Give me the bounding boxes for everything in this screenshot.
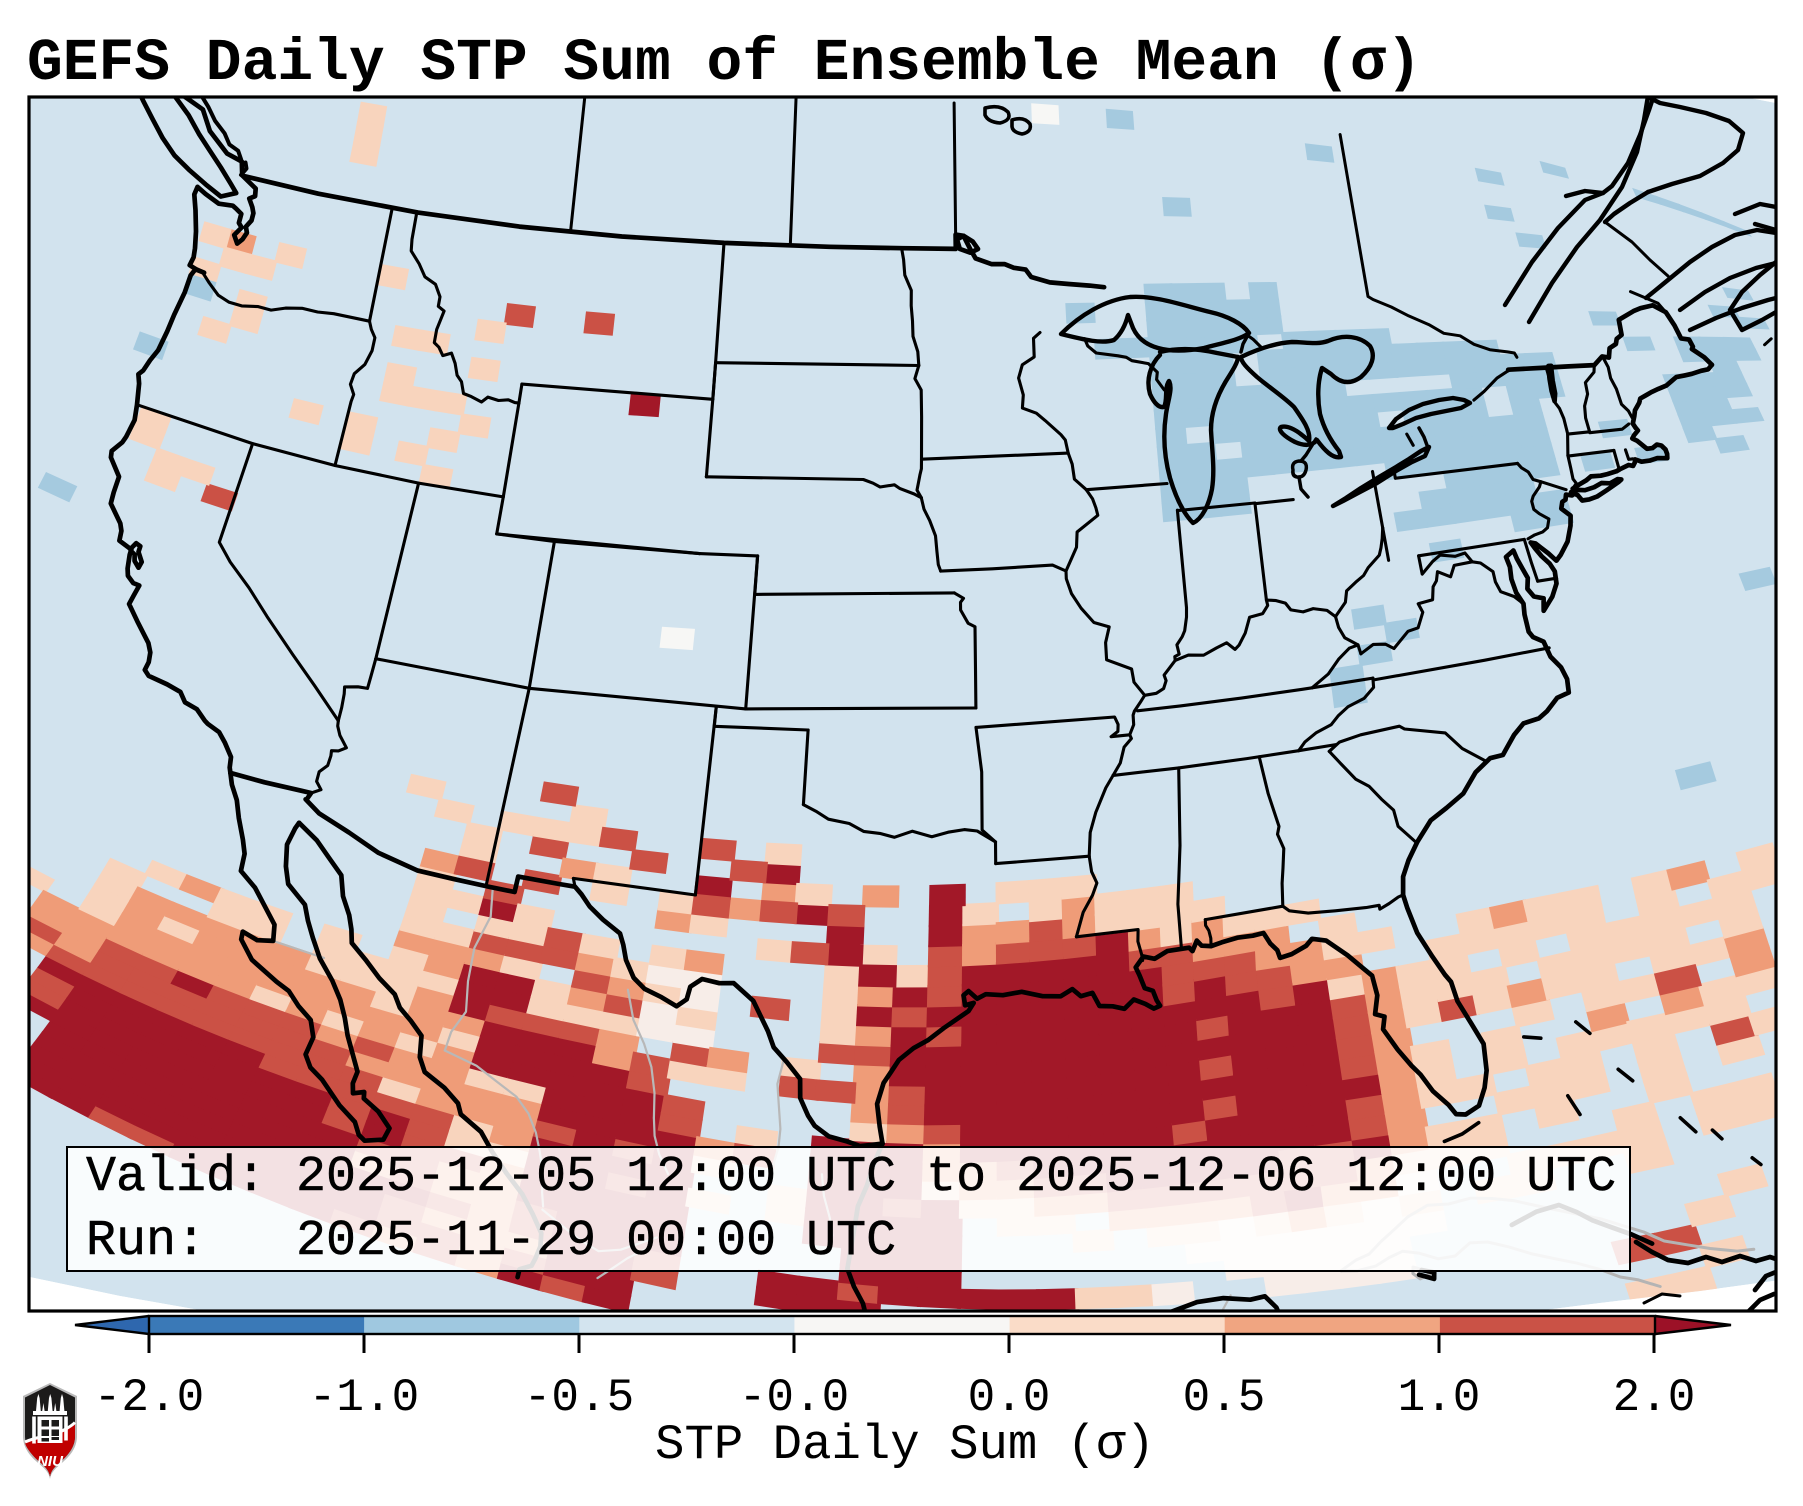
svg-text:NIU: NIU <box>37 1453 64 1470</box>
